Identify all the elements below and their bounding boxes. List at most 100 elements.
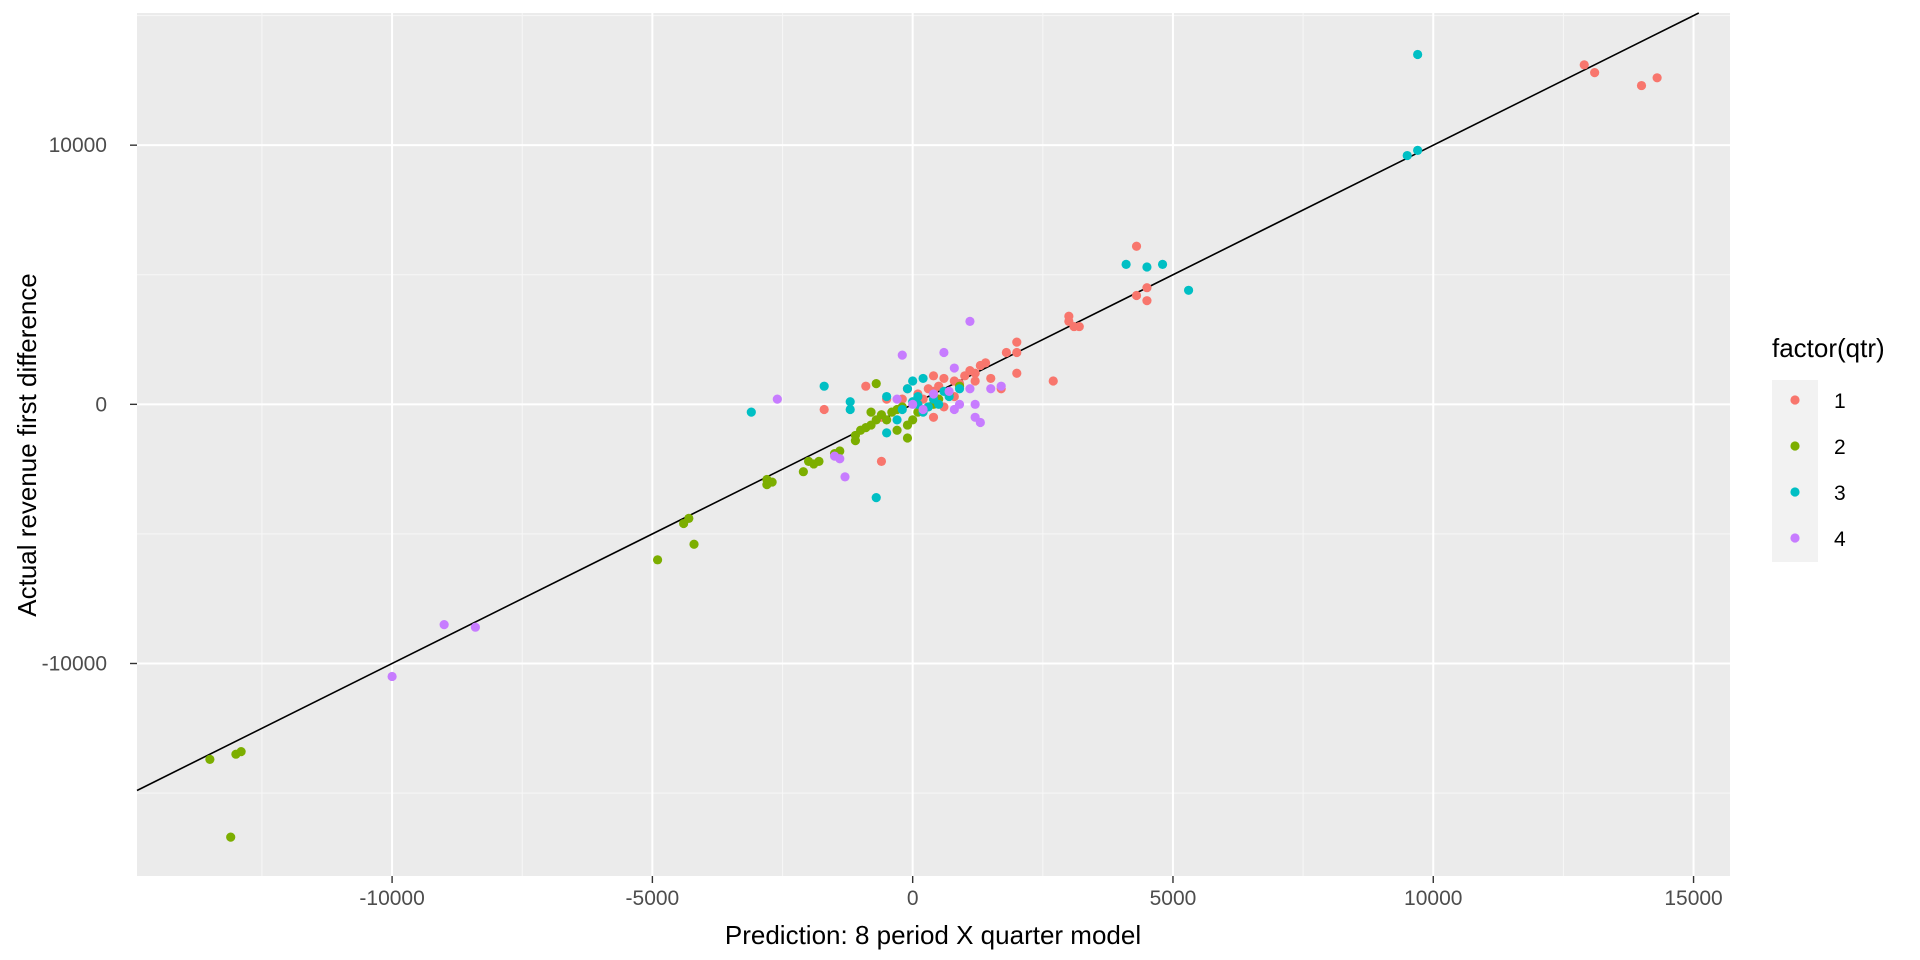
- data-point-qtr-4: [996, 381, 1006, 391]
- data-point-qtr-2: [226, 832, 236, 842]
- minor-gridlines: [137, 13, 1730, 876]
- data-point-qtr-4: [892, 394, 902, 404]
- plot-panel-background: [137, 13, 1730, 876]
- data-point-qtr-1: [970, 376, 980, 386]
- data-point-qtr-3: [871, 493, 881, 503]
- data-point-qtr-3: [882, 428, 892, 438]
- data-point-qtr-1: [1001, 347, 1011, 358]
- x-tick-label: -5000: [626, 887, 680, 910]
- data-point-qtr-2: [652, 555, 663, 565]
- data-point-qtr-4: [772, 394, 782, 404]
- legend-key-background: [1772, 380, 1818, 562]
- legend-key-qtr-3: [1790, 487, 1800, 497]
- x-tick-label: -10000: [359, 887, 424, 910]
- y-axis-ticks: -10000 0 10000: [42, 134, 137, 675]
- data-point-qtr-1: [861, 381, 871, 391]
- data-point-qtr-4: [928, 389, 939, 399]
- data-point-qtr-3: [897, 404, 907, 415]
- legend-title: factor(qtr): [1772, 333, 1885, 363]
- data-point-qtr-3: [902, 384, 913, 394]
- data-point-qtr-1: [975, 360, 985, 371]
- y-axis-title: Actual revenue first difference: [12, 273, 42, 616]
- data-point-qtr-2: [908, 415, 918, 425]
- y-tick-label: 0: [95, 393, 107, 416]
- data-point-qtr-3: [819, 381, 829, 391]
- data-point-qtr-2: [902, 433, 913, 443]
- data-point-qtr-4: [897, 350, 907, 360]
- data-point-qtr-1: [1142, 283, 1152, 293]
- data-point-qtr-2: [689, 539, 699, 549]
- data-point-qtr-1: [1131, 241, 1142, 251]
- data-point-qtr-4: [949, 363, 959, 373]
- legend-entries: 1 2 3 4: [1790, 390, 1846, 551]
- data-point-qtr-1: [1074, 321, 1084, 332]
- legend-label-qtr-1: 1: [1834, 390, 1846, 413]
- y-tick-label: -10000: [42, 652, 107, 675]
- data-point-qtr-4: [975, 417, 985, 428]
- data-point-qtr-1: [1590, 68, 1600, 78]
- legend-label-qtr-4: 4: [1834, 528, 1846, 551]
- legend-key-qtr-1: [1790, 395, 1800, 405]
- data-point-qtr-1: [1131, 290, 1142, 301]
- x-tick-label: 0: [907, 887, 919, 910]
- data-point-qtr-2: [882, 415, 892, 425]
- data-point-qtr-3: [1121, 259, 1131, 269]
- data-point-qtr-2: [684, 513, 694, 523]
- data-point-qtr-1: [960, 371, 970, 381]
- data-point-qtr-1: [939, 373, 949, 384]
- data-point-qtr-3: [918, 373, 928, 384]
- data-point-qtr-2: [205, 754, 215, 764]
- data-point-qtr-1: [986, 373, 996, 384]
- data-point-qtr-3: [1402, 150, 1412, 161]
- legend: factor(qtr) 1 2 3 4: [1772, 333, 1885, 562]
- data-point-qtr-4: [944, 386, 954, 396]
- data-point-qtr-1: [1142, 296, 1152, 306]
- data-point-qtr-4: [986, 384, 996, 394]
- data-point-qtr-4: [840, 472, 850, 482]
- x-tick-label: 10000: [1404, 887, 1462, 910]
- data-point-qtr-4: [965, 384, 975, 394]
- data-point-qtr-3: [1157, 259, 1168, 269]
- data-point-qtr-3: [913, 391, 923, 402]
- data-point-qtr-1: [1048, 376, 1058, 386]
- data-point-qtr-3: [1142, 262, 1152, 272]
- data-point-qtr-2: [767, 477, 777, 487]
- data-point-qtr-2: [236, 747, 246, 757]
- data-point-qtr-3: [1413, 145, 1423, 155]
- data-point-qtr-1: [819, 404, 829, 415]
- x-axis-ticks: -10000 -5000 0 5000 10000 15000: [359, 876, 1723, 910]
- data-point-qtr-4: [835, 454, 845, 464]
- data-point-qtr-3: [1413, 49, 1423, 60]
- legend-key-qtr-2: [1790, 441, 1800, 451]
- data-points: [205, 49, 1662, 842]
- data-point-qtr-4: [970, 399, 980, 409]
- data-point-qtr-4: [439, 620, 449, 630]
- data-point-qtr-3: [954, 384, 965, 394]
- legend-label-qtr-3: 3: [1834, 482, 1846, 505]
- data-point-qtr-4: [965, 316, 975, 326]
- data-point-qtr-3: [934, 399, 944, 409]
- data-point-qtr-2: [871, 378, 881, 389]
- data-point-qtr-4: [908, 399, 918, 409]
- data-point-qtr-4: [954, 399, 965, 409]
- data-point-qtr-4: [918, 404, 928, 415]
- data-point-qtr-1: [1652, 73, 1662, 83]
- data-point-qtr-2: [798, 467, 808, 477]
- data-point-qtr-3: [1183, 285, 1194, 295]
- data-point-qtr-4: [387, 671, 397, 682]
- data-point-qtr-3: [882, 391, 892, 402]
- data-point-qtr-3: [746, 407, 756, 417]
- x-tick-label: 15000: [1664, 887, 1722, 910]
- data-point-qtr-1: [1579, 60, 1589, 70]
- data-point-qtr-4: [470, 622, 480, 632]
- data-point-qtr-2: [892, 425, 902, 435]
- data-point-qtr-2: [814, 456, 824, 466]
- data-point-qtr-3: [908, 376, 918, 386]
- data-point-qtr-1: [928, 412, 939, 422]
- data-point-qtr-1: [1636, 80, 1647, 91]
- data-point-qtr-1: [928, 371, 939, 381]
- y-tick-label: 10000: [49, 134, 107, 157]
- data-point-qtr-4: [939, 347, 949, 358]
- legend-key-qtr-4: [1790, 533, 1800, 543]
